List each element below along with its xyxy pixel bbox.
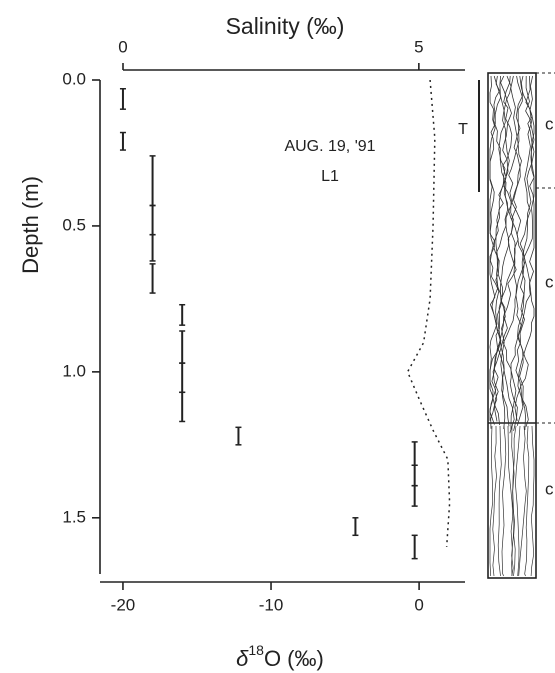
sample-bar [411, 464, 418, 487]
core-crack [518, 425, 527, 577]
sample-bar [235, 426, 242, 446]
core-crack [517, 75, 535, 427]
y-tick-label: 0.5 [62, 215, 86, 234]
core-crack [511, 425, 516, 577]
core-crack [501, 425, 507, 577]
annotation: AUG. 19, '91 [284, 138, 375, 155]
x-tick-label: -10 [259, 595, 284, 614]
y-tick-label: 1.0 [62, 361, 86, 380]
core-crack [508, 75, 525, 426]
ice-core [478, 72, 555, 579]
core-label: c [545, 272, 554, 291]
y-tick-label: 0.0 [62, 69, 86, 88]
y-tick-label: 1.5 [62, 507, 86, 526]
x-label-symbol: δ [236, 646, 249, 671]
core-crack [511, 425, 517, 577]
core-crack [489, 75, 513, 425]
core-label: c [545, 114, 554, 133]
sample-bar [179, 303, 186, 326]
core-crack [500, 75, 512, 427]
core-crack [524, 425, 530, 577]
sample-bar [179, 330, 186, 364]
sample-bar [149, 233, 156, 262]
core-crack [515, 425, 521, 577]
sample-bar [411, 484, 418, 507]
core-crack [489, 75, 500, 421]
sample-bar [352, 517, 359, 537]
sample-bar [149, 204, 156, 236]
core-crack [489, 75, 517, 426]
core-label: c [545, 479, 554, 498]
sample-bar [149, 263, 156, 294]
top-tick-label: 5 [414, 37, 423, 56]
sample-bar [149, 155, 156, 207]
sample-bar [179, 362, 186, 394]
core-crack [492, 75, 523, 422]
y-axis-label: Depth (m) [18, 176, 43, 274]
x-tick-label: -20 [111, 595, 136, 614]
x-tick-label: 0 [414, 595, 423, 614]
core-crack [492, 425, 497, 577]
core-crack [489, 425, 494, 577]
top-axis-label: Salinity (‰) [226, 13, 345, 39]
core-crack [497, 425, 502, 577]
sample-bar [411, 534, 418, 560]
core-crack [514, 75, 535, 422]
annotation: L1 [321, 168, 339, 185]
sample-bar [119, 88, 126, 110]
core-crack [493, 75, 522, 431]
core-crack [530, 425, 535, 577]
sample-bar [119, 131, 126, 151]
sample-bar [411, 441, 418, 467]
x-label-rest: O (‰) [264, 646, 324, 671]
core-crack [517, 75, 535, 431]
x-label-superscript: 18 [248, 642, 264, 658]
x-axis-label: δ18O (‰) [236, 642, 324, 671]
marker-t: T [458, 121, 468, 138]
top-tick-label: 0 [118, 37, 127, 56]
sample-bar [179, 391, 186, 423]
core-crack [502, 75, 533, 430]
